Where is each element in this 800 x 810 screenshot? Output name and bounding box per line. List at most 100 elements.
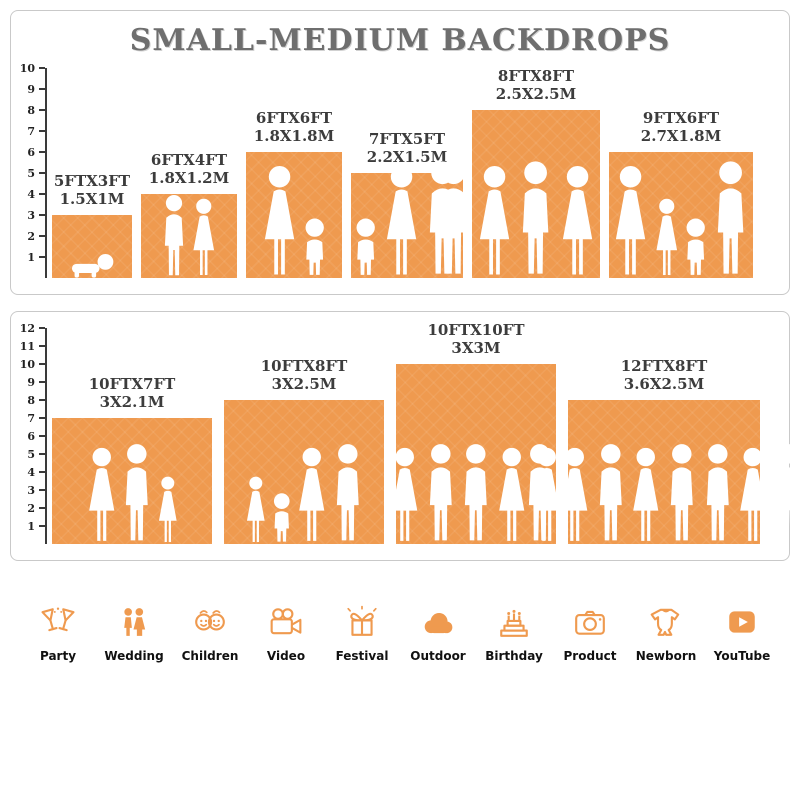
backdrop-item: 6FTX6FT 1.8X1.8M	[246, 109, 342, 278]
category-label: Wedding	[104, 649, 164, 663]
ruler-number: 10	[19, 358, 35, 371]
size-m-text: 2.7X1.8M	[640, 127, 722, 146]
person-silhouette-adultF	[299, 447, 325, 541]
size-ft-text: 10FTX7FT	[88, 374, 176, 393]
person-silhouette-adult	[523, 161, 549, 275]
person-silhouette-childF	[193, 198, 215, 276]
category-item-outdoor: Outdoor	[406, 605, 470, 663]
person-silhouette-toddler	[686, 218, 705, 275]
size-m-text: 3X2.5M	[271, 375, 337, 394]
backdrop-size-label: 6FTX6FT 1.8X1.8M	[254, 109, 334, 147]
backdrop-item: 8FTX8FT 2.5X2.5M	[441, 67, 633, 278]
ruler-tick	[39, 172, 45, 174]
ruler-tick	[39, 214, 45, 216]
backdrop-size-label: 10FTX10FT 3X3M	[427, 321, 524, 359]
category-item-festival: Festival	[330, 605, 394, 663]
size-ft-text: 9FTX6FT	[642, 108, 720, 127]
ruler-tick	[39, 363, 45, 365]
category-item-product: Product	[558, 605, 622, 663]
backdrop-size-label: 7FTX5FT 2.2X1.5M	[367, 130, 447, 168]
person-silhouette-adult	[528, 444, 551, 541]
category-label: Newborn	[635, 649, 697, 663]
category-label: Product	[563, 649, 617, 663]
ruler-tick	[39, 471, 45, 473]
ruler-number: 6	[27, 146, 35, 159]
backdrop-item: 12FTX8FT 3.6X2.5M	[528, 357, 800, 544]
person-silhouette-adult	[706, 444, 729, 541]
ruler-tick	[39, 109, 45, 111]
children-icon	[195, 610, 225, 631]
small-backdrops-panel: SMALL-MEDIUM BACKDROPS 1 2 3 4 5 6 7 8 9 10 5FTX3F…	[10, 10, 790, 295]
ruler-tick	[39, 399, 45, 401]
backdrop-size-label: 8FTX8FT 2.5X2.5M	[496, 67, 576, 105]
size-m-text: 2.2X1.5M	[366, 148, 448, 167]
size-ft-text: 8FTX8FT	[497, 66, 575, 85]
person-silhouette-adultF	[264, 165, 294, 275]
ruler-tick	[39, 235, 45, 237]
ruler-number: 7	[27, 412, 35, 425]
category-label: Festival	[335, 649, 389, 663]
wedding-icon	[124, 608, 146, 636]
video-icon	[270, 608, 302, 635]
backdrop-bar	[609, 152, 753, 278]
ruler-number: 7	[27, 125, 35, 138]
backdrop-bar	[351, 161, 463, 278]
person-silhouette-adultF	[386, 165, 416, 275]
ruler-number: 11	[19, 340, 35, 353]
person-silhouette-adult	[670, 444, 693, 541]
ruler-number: 3	[27, 209, 35, 222]
ft-ruler: 1 2 3 4 5 6 7 8 9 10	[20, 63, 47, 278]
person-silhouette-childF	[655, 198, 677, 276]
backdrop-bar	[224, 400, 384, 544]
backdrop-bar	[528, 400, 800, 544]
person-silhouette-toddler	[305, 218, 324, 275]
size-m-text: 1.5X1M	[59, 190, 125, 209]
ruler-number: 12	[19, 322, 35, 335]
category-label: Outdoor	[410, 649, 466, 663]
ft-ruler: 1 2 3 4 5 6 7 8 9 10 11 12	[19, 323, 47, 544]
category-item-youtube: YouTube	[710, 605, 774, 663]
ruler-number: 6	[27, 430, 35, 443]
backdrop-item: 7FTX5FT 2.2X1.5M	[351, 130, 463, 278]
ruler-tick	[39, 381, 45, 383]
birthday-icon	[500, 609, 528, 637]
ruler-tick	[39, 417, 45, 419]
ruler-number: 10	[19, 62, 35, 75]
category-item-children: Children	[178, 605, 242, 663]
product-icon	[575, 610, 605, 635]
ruler-number: 8	[27, 394, 35, 407]
size-m-text: 3.6X2.5M	[623, 375, 705, 394]
person-silhouette-adultF	[562, 447, 588, 541]
ruler-tick	[39, 327, 45, 329]
backdrop-item: 10FTX8FT 3X2.5M	[224, 356, 384, 544]
ruler-tick	[39, 453, 45, 455]
ruler-number: 4	[27, 466, 35, 479]
size-ft-text: 10FTX10FT	[427, 320, 525, 339]
backdrop-size-label: 6FTX4FT 1.8X1.2M	[149, 151, 229, 189]
ruler-tick	[39, 489, 45, 491]
person-silhouette-adultF	[480, 165, 510, 275]
person-silhouette-toddler	[273, 493, 290, 542]
person-silhouette-adult	[777, 444, 800, 541]
person-silhouette-adult	[429, 444, 452, 541]
page-title: SMALL-MEDIUM BACKDROPS	[129, 23, 671, 58]
medium-backdrops-panel: 1 2 3 4 5 6 7 8 9 10 11 12 10FTX7FT 3X2.1M 10FTX8FT 3X2…	[10, 311, 800, 561]
medium-backdrops-chart: 1 2 3 4 5 6 7 8 9 10 11 12 10FTX7FT 3X2.1M 10FTX8FT 3X2…	[19, 321, 800, 544]
size-ft-text: 5FTX3FT	[53, 171, 131, 190]
backdrop-size-label: 12FTX8FT 3.6X2.5M	[621, 357, 708, 395]
ruler-number: 5	[27, 448, 35, 461]
outdoor-icon	[424, 612, 453, 634]
size-ft-text: 12FTX8FT	[620, 356, 708, 375]
backdrop-bar	[392, 364, 560, 544]
size-ft-text: 10FTX8FT	[260, 356, 348, 375]
category-item-birthday: Birthday	[482, 605, 546, 663]
backdrop-bar	[246, 152, 342, 278]
category-label: Birthday	[485, 649, 543, 663]
ruler-tick	[39, 507, 45, 509]
ruler-number: 3	[27, 484, 35, 497]
category-item-newborn: Newborn	[634, 605, 698, 663]
category-row: Party Wedding Children Video Festival Outdoor…	[0, 605, 800, 663]
size-m-text: 1.8X1.8M	[253, 127, 335, 146]
backdrop-bar	[141, 194, 237, 278]
size-ft-text: 6FTX4FT	[150, 150, 228, 169]
